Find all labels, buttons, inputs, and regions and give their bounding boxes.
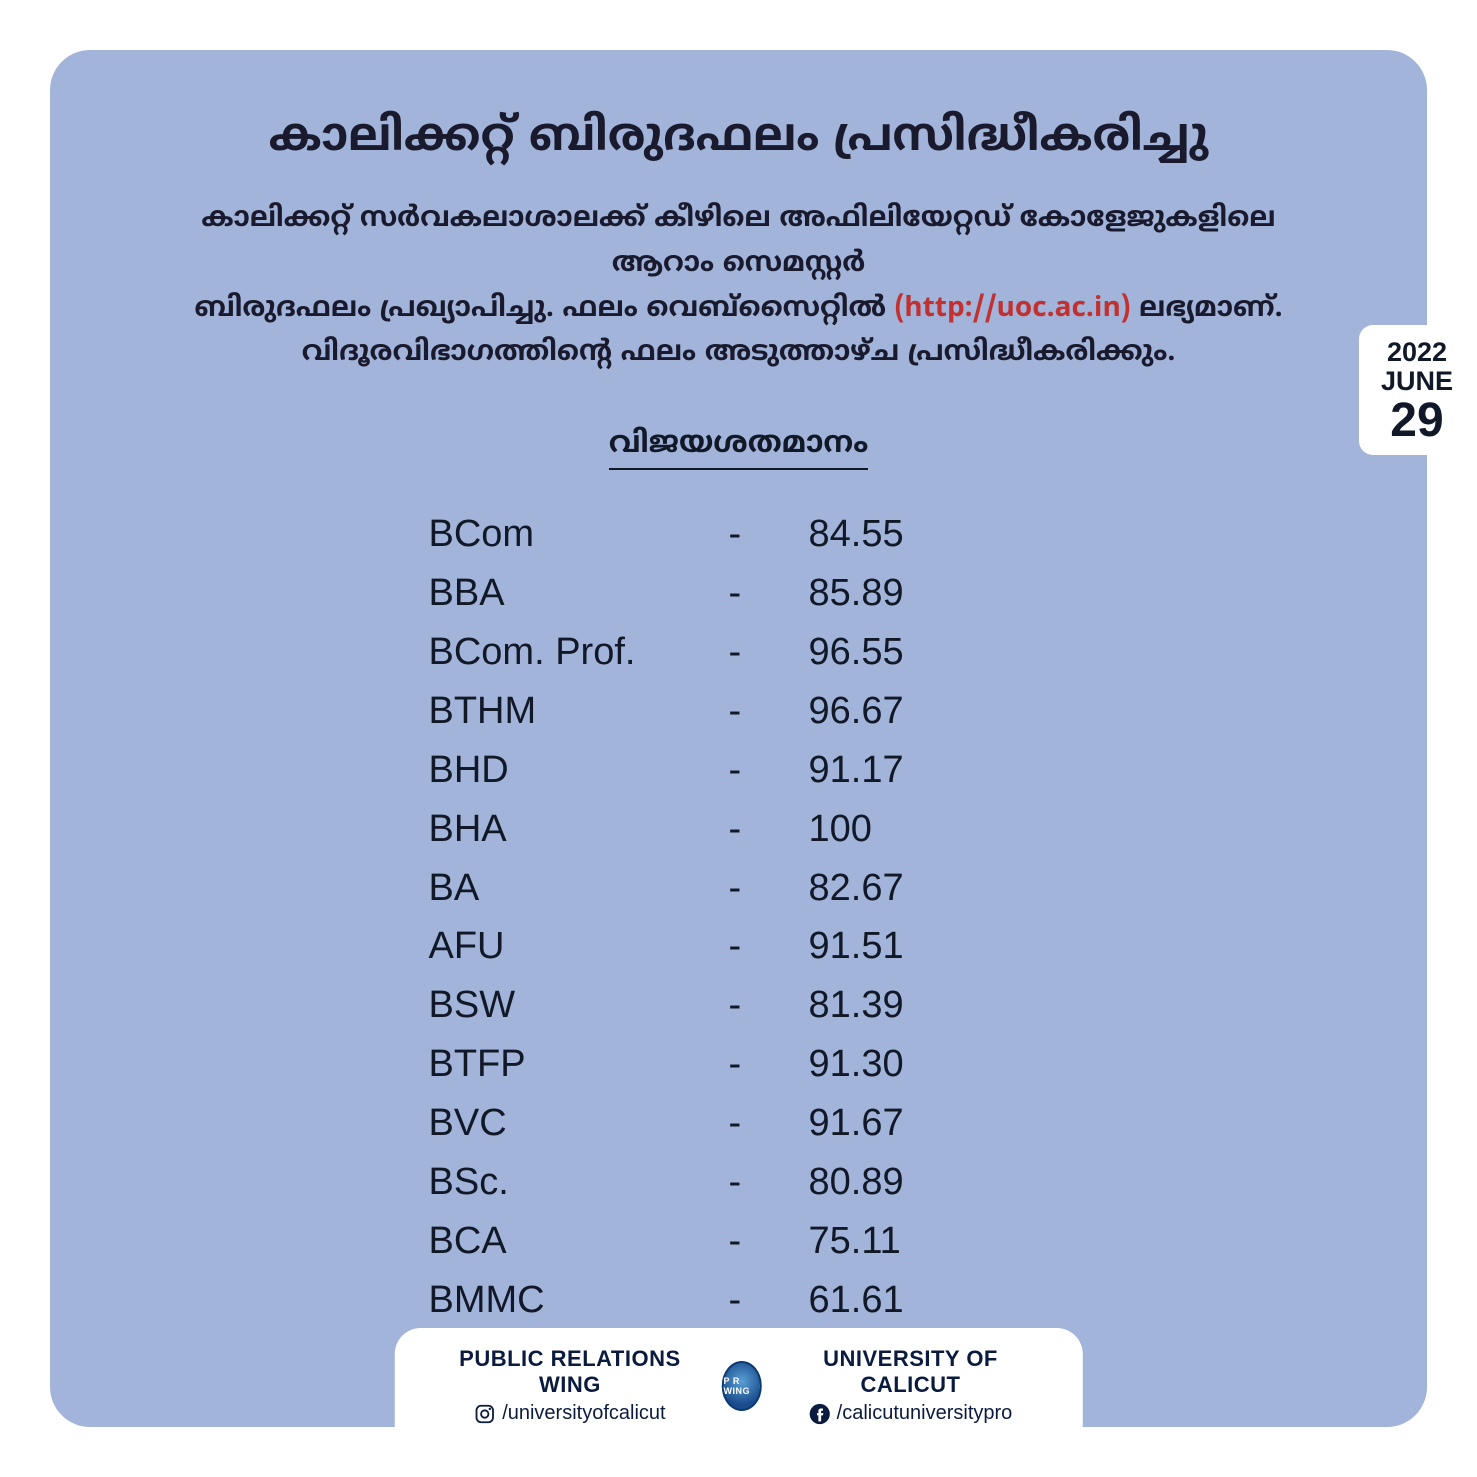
dash: - — [729, 1212, 809, 1271]
university-seal-icon: P R WING — [722, 1361, 763, 1411]
date-tab: 2022 JUNE 29 — [1359, 325, 1477, 455]
course-name: BBA — [429, 564, 729, 623]
results-table: BCom-84.55BBA-85.89BCom. Prof.-96.55BTHM… — [429, 505, 1049, 1329]
table-row: BCom. Prof.-96.55 — [429, 623, 1049, 682]
table-row: BTHM-96.67 — [429, 682, 1049, 741]
dash: - — [729, 505, 809, 564]
table-row: BCom-84.55 — [429, 505, 1049, 564]
footer-left: PUBLIC RELATIONS WING /universityofcalic… — [454, 1346, 685, 1425]
seal-text: P R WING — [724, 1376, 761, 1396]
footer-right-title: UNIVERSITY OF CALICUT — [798, 1346, 1023, 1398]
pass-percentage: 84.55 — [809, 505, 1049, 564]
course-name: BTHM — [429, 682, 729, 741]
table-row: BVC-91.67 — [429, 1094, 1049, 1153]
course-name: BSc. — [429, 1153, 729, 1212]
pass-percentage: 80.89 — [809, 1153, 1049, 1212]
subtitle-line1: കാലിക്കറ്റ് സർവകലാശാലക്ക് കീഴിലെ അഫിലിയേ… — [201, 202, 1275, 282]
table-row: BTFP-91.30 — [429, 1035, 1049, 1094]
course-name: BA — [429, 859, 729, 918]
course-name: BSW — [429, 976, 729, 1035]
dash: - — [729, 682, 809, 741]
course-name: AFU — [429, 917, 729, 976]
pass-percentage: 85.89 — [809, 564, 1049, 623]
date-year: 2022 — [1381, 339, 1453, 366]
table-row: BA-82.67 — [429, 859, 1049, 918]
date-month: JUNE — [1381, 368, 1453, 395]
course-name: BVC — [429, 1094, 729, 1153]
dash: - — [729, 564, 809, 623]
footer-left-handle-text: /universityofcalicut — [502, 1402, 665, 1425]
pass-percentage: 96.67 — [809, 682, 1049, 741]
footer-right: UNIVERSITY OF CALICUT /calicutuniversity… — [798, 1346, 1023, 1425]
pass-percentage: 100 — [809, 800, 1049, 859]
table-row: BHA-100 — [429, 800, 1049, 859]
poster-card: കാലിക്കറ്റ് ബിരുദഫലം പ്രസിദ്ധീകരിച്ചു കാ… — [50, 50, 1427, 1427]
date-day: 29 — [1381, 397, 1453, 445]
subtitle-line2a: ബിരുദഫലം പ്രഖ്യാപിച്ചു. ഫലം വെബ്സൈറ്റിൽ — [194, 292, 894, 327]
pass-percentage: 81.39 — [809, 976, 1049, 1035]
footer-left-title: PUBLIC RELATIONS WING — [454, 1346, 685, 1398]
subtitle-line2b: ലഭ്യമാണ്. — [1130, 292, 1282, 327]
dash: - — [729, 1271, 809, 1330]
subtitle: കാലിക്കറ്റ് സർവകലാശാലക്ക് കീഴിലെ അഫിലിയേ… — [110, 198, 1367, 377]
course-name: BTFP — [429, 1035, 729, 1094]
footer-right-handle: /calicutuniversitypro — [798, 1402, 1023, 1425]
table-row: AFU-91.51 — [429, 917, 1049, 976]
dash: - — [729, 800, 809, 859]
dash: - — [729, 976, 809, 1035]
footer-bar: PUBLIC RELATIONS WING /universityofcalic… — [394, 1328, 1083, 1455]
pass-percentage: 82.67 — [809, 859, 1049, 918]
table-row: BSc.-80.89 — [429, 1153, 1049, 1212]
table-row: BCA-75.11 — [429, 1212, 1049, 1271]
dash: - — [729, 917, 809, 976]
main-title: കാലിക്കറ്റ് ബിരുദഫലം പ്രസിദ്ധീകരിച്ചു — [110, 110, 1367, 168]
facebook-icon — [809, 1403, 831, 1425]
pass-percentage: 75.11 — [809, 1212, 1049, 1271]
table-header: വിജയശതമാനം — [609, 427, 869, 470]
course-name: BCA — [429, 1212, 729, 1271]
table-row: BSW-81.39 — [429, 976, 1049, 1035]
table-row: BMMC-61.61 — [429, 1271, 1049, 1330]
pass-percentage: 96.55 — [809, 623, 1049, 682]
pass-percentage: 91.30 — [809, 1035, 1049, 1094]
dash: - — [729, 623, 809, 682]
subtitle-url: (http://uoc.ac.in) — [895, 292, 1131, 327]
pass-percentage: 61.61 — [809, 1271, 1049, 1330]
course-name: BMMC — [429, 1271, 729, 1330]
table-row: BBA-85.89 — [429, 564, 1049, 623]
table-row: BHD-91.17 — [429, 741, 1049, 800]
course-name: BCom. Prof. — [429, 623, 729, 682]
dash: - — [729, 741, 809, 800]
course-name: BHA — [429, 800, 729, 859]
pass-percentage: 91.17 — [809, 741, 1049, 800]
subtitle-line3: വിദൂരവിഭാഗത്തിന്റെ ഫലം അടുത്താഴ്ച പ്രസിദ… — [302, 336, 1176, 371]
pass-percentage: 91.51 — [809, 917, 1049, 976]
instagram-icon — [474, 1403, 496, 1425]
footer-right-handle-text: /calicutuniversitypro — [837, 1402, 1013, 1425]
dash: - — [729, 1153, 809, 1212]
footer-left-handle: /universityofcalicut — [454, 1402, 685, 1425]
course-name: BHD — [429, 741, 729, 800]
dash: - — [729, 1094, 809, 1153]
dash: - — [729, 1035, 809, 1094]
pass-percentage: 91.67 — [809, 1094, 1049, 1153]
course-name: BCom — [429, 505, 729, 564]
dash: - — [729, 859, 809, 918]
